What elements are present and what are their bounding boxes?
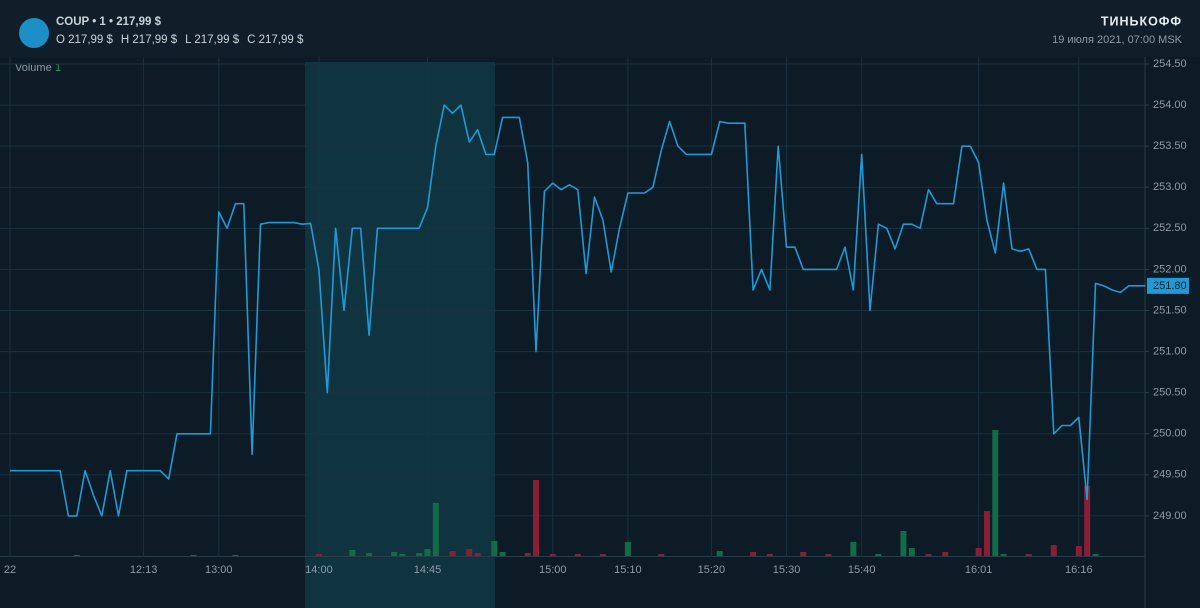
volume-bar [942,552,949,556]
volume-bar [349,550,356,556]
x-tick-label: 14:45 [414,564,442,576]
x-tick-label: 14:00 [305,564,333,576]
volume-bar [549,554,556,556]
ohlc-item: L 217,99 $ [185,34,240,46]
volume-bar [1050,545,1057,556]
x-tick-label: 15:20 [698,564,726,576]
volume-bar [1025,554,1032,556]
volume-bar [1000,554,1007,556]
y-tick-label: 249.00 [1153,510,1187,522]
volume-bar [1092,554,1099,556]
y-tick-label: 250.00 [1153,428,1187,440]
volume-bar [499,552,506,556]
symbol-line: COUP • 1 • 217,99 $ [56,16,162,28]
volume-bar [900,531,907,556]
volume-bar [449,551,456,556]
y-tick-label: 252.50 [1153,222,1187,234]
x-tick-label: 16:01 [965,564,993,576]
volume-bar [825,554,832,556]
volume-bar [416,553,423,556]
volume-bar [366,553,373,556]
y-tick-label: 253.50 [1153,140,1187,152]
volume-bar [1084,486,1091,556]
ohlc-group: O 217,99 $ H 217,99 $ L 217,99 $ C 217,99 $ [56,34,304,46]
volume-bar [424,549,431,556]
volume-bar [658,554,665,556]
x-tick-label: 15:40 [848,564,876,576]
volume-bar [975,548,982,556]
volume-bar [800,552,807,556]
y-tick-label: 254.00 [1153,99,1187,111]
volume-label: Volume [15,62,52,74]
logo [19,18,49,48]
volume-bar [599,554,606,556]
x-tick-label: 22 [4,564,16,576]
volume-bar [908,548,915,556]
volume-bar [315,554,322,556]
volume-bar [391,552,398,556]
y-tick-label: 254.50 [1153,58,1187,70]
y-tick-label: 253.00 [1153,181,1187,193]
volume-bar [850,542,857,556]
price-line [10,104,1146,517]
x-tick-label: 12:13 [130,564,158,576]
y-tick-label: 250.50 [1153,387,1187,399]
volume-bar [766,554,773,556]
volume-bar [73,555,80,556]
volume-bar [992,430,999,556]
volume-setting: 1 [55,62,61,74]
x-tick-label: 15:30 [773,564,801,576]
volume-bar [524,553,531,556]
y-tick-label: 251.00 [1153,345,1187,357]
volume-bar [875,554,882,556]
last-price-label: 251.80 [1153,280,1187,292]
volume-bar [983,511,990,556]
x-tick-label: 16:16 [1065,564,1093,576]
header-bar [0,0,1200,57]
volume-bar [491,541,498,556]
last-price-tag [1147,277,1189,294]
volume-bar [624,542,631,556]
volume-bar [925,554,932,556]
volume-bar [232,555,239,556]
y-tick-label: 249.50 [1153,469,1187,481]
selection-band [305,62,495,608]
x-tick-label: 15:10 [614,564,642,576]
x-tick-label: 15:00 [539,564,567,576]
volume-bar [533,480,540,556]
brand: ТИНЬКОФФ [1101,14,1182,28]
y-tick-label: 251.50 [1153,304,1187,316]
volume-bar [750,552,757,556]
ohlc-item: O 217,99 $ [56,34,114,46]
volume-bar [190,555,197,556]
y-tick-label: 252.00 [1153,263,1187,275]
date: 19 июля 2021, 07:00 MSK [1052,34,1183,46]
volume-bar [466,549,473,556]
ohlc-item: C 217,99 $ [247,34,304,46]
ohlc-item: H 217,99 $ [121,34,178,46]
volume-bar [474,553,481,556]
volume-bar [574,554,581,556]
volume-bar [1075,546,1082,556]
volume-bar [716,551,723,556]
x-tick-label: 13:00 [205,564,233,576]
volume-bar [399,554,406,556]
volume-bar [432,503,439,556]
